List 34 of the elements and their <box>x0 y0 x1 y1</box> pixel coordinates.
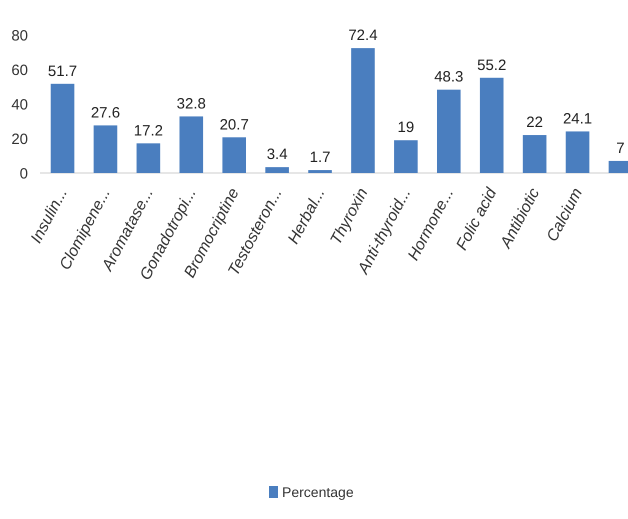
bar <box>179 116 204 173</box>
bar <box>265 167 289 173</box>
data-label: 24.1 <box>562 110 592 128</box>
data-label: 27.6 <box>90 104 120 122</box>
y-tick-label: 40 <box>11 96 28 114</box>
data-label: 17.2 <box>134 122 163 140</box>
bar <box>50 84 74 173</box>
data-label: 19 <box>398 119 414 136</box>
data-label: 22 <box>526 114 543 132</box>
bar <box>136 143 160 173</box>
bar <box>394 140 418 173</box>
y-tick-label: 0 <box>20 165 28 182</box>
data-label: 48.3 <box>434 68 464 86</box>
bar <box>351 48 375 173</box>
bar <box>566 131 590 173</box>
y-tick-label: 80 <box>11 27 28 44</box>
data-label: 55.2 <box>477 56 506 74</box>
data-label: 72.4 <box>348 27 378 44</box>
bar <box>522 135 546 173</box>
bar <box>222 137 246 173</box>
x-tick-label: Folic acid <box>453 184 501 254</box>
bar <box>94 125 118 173</box>
bar <box>436 90 461 173</box>
y-tick-label: 20 <box>11 130 28 148</box>
data-label: 7 <box>616 140 625 157</box>
data-label: 20.7 <box>220 116 249 134</box>
data-label: 51.7 <box>48 62 78 80</box>
legend-label: Percentage <box>282 484 354 500</box>
data-label: 32.8 <box>176 95 206 112</box>
data-label: 3.4 <box>266 146 288 164</box>
data-label: 1.7 <box>310 149 330 166</box>
y-tick-label: 60 <box>11 62 28 79</box>
bar <box>308 170 332 173</box>
bar <box>480 78 504 173</box>
